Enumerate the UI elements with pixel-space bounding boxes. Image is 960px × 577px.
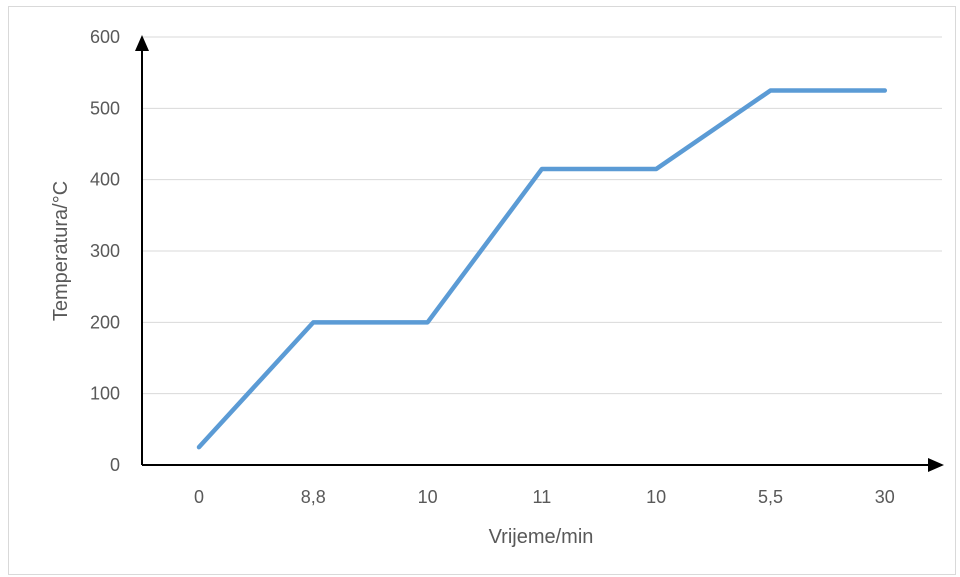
- y-tick-label: 300: [90, 241, 120, 261]
- y-axis-arrow: [135, 35, 149, 51]
- y-axis-title: Temperatura/°C: [50, 181, 72, 321]
- y-tick-labels: 0 100 200 300 400 500 600: [90, 27, 120, 475]
- x-tick-label: 10: [646, 487, 666, 507]
- gridlines: [142, 36, 942, 395]
- x-tick-label: 10: [418, 487, 438, 507]
- y-tick-label: 100: [90, 384, 120, 404]
- chart-frame: [8, 6, 956, 575]
- x-axis-title: Vrijeme/min: [489, 526, 594, 548]
- y-tick-label: 600: [90, 27, 120, 47]
- x-tick-label: 30: [875, 487, 895, 507]
- series-layer: [196, 88, 888, 450]
- x-tick-labels: 0 8,8 10 11 10 5,5 30: [194, 487, 895, 507]
- x-tick-label: 11: [533, 487, 552, 507]
- x-tick-label: 5,5: [758, 487, 783, 507]
- x-tick-label: 0: [194, 487, 204, 507]
- y-tick-label: 500: [90, 98, 120, 118]
- y-tick-label: 200: [90, 312, 120, 332]
- x-axis-arrow: [928, 458, 944, 472]
- y-tick-label: 400: [90, 170, 120, 190]
- axes: [135, 35, 944, 472]
- x-tick-label: 8,8: [301, 487, 326, 507]
- y-tick-label: 0: [110, 455, 120, 475]
- series-line: [196, 88, 888, 450]
